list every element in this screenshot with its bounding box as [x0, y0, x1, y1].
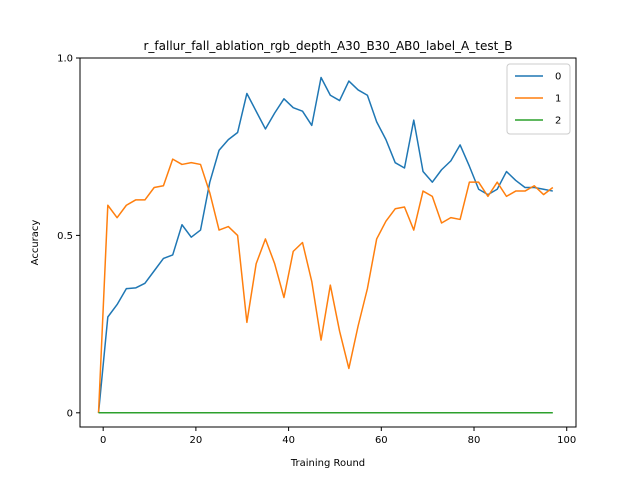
series-line-1: [97, 158, 554, 413]
x-axis-label: Training Round: [290, 458, 365, 469]
series-line-0: [97, 76, 553, 413]
legend-label-1: 1: [555, 94, 561, 105]
x-tick-label: 80: [468, 435, 481, 446]
x-axis-ticks: 0 20 40 60 80 100: [100, 427, 576, 446]
chart-title: r_fallur_fall_ablation_rgb_depth_A30_B30…: [143, 39, 512, 53]
plot-frame: [79, 57, 577, 428]
y-tick-label: 1.0: [57, 54, 73, 65]
x-tick-label: 0: [100, 435, 106, 446]
legend-label-0: 0: [555, 72, 561, 83]
y-axis-label: Accuracy: [30, 220, 41, 266]
legend-box: [506, 63, 571, 135]
x-tick-label: 40: [282, 435, 295, 446]
legend: 0 1 2: [506, 63, 571, 135]
x-tick-label: 100: [557, 435, 576, 446]
plot-lines: [97, 76, 554, 414]
x-tick-label: 20: [190, 435, 203, 446]
legend-label-2: 2: [555, 116, 561, 127]
y-tick-label: 0: [67, 408, 73, 419]
x-tick-label: 60: [375, 435, 388, 446]
y-tick-label: 0.5: [57, 231, 73, 242]
y-axis-ticks: 0 0.5 1.0: [57, 54, 80, 419]
